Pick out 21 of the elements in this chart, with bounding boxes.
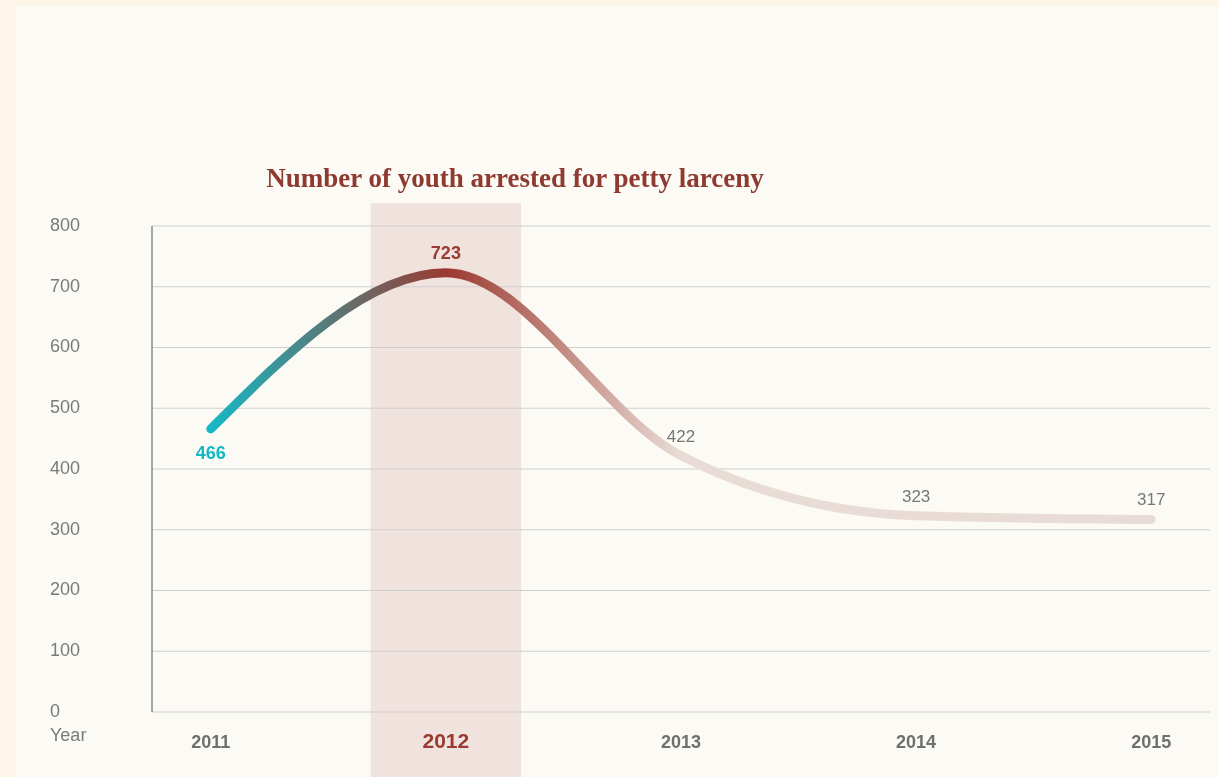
x-tick-label: 2015 (1131, 732, 1172, 752)
data-label: 317 (1137, 490, 1166, 510)
data-label: 422 (666, 426, 696, 446)
data-label: 323 (901, 486, 931, 506)
x-axis-title: Year (50, 725, 87, 745)
data-label: 723 (430, 242, 461, 263)
y-tick-label: 400 (50, 457, 81, 478)
x-tick-label: 2012 (422, 729, 470, 752)
y-tick-label: 300 (50, 518, 81, 539)
x-tick-label: 2013 (660, 732, 702, 752)
y-tick-label: 800 (50, 214, 81, 235)
y-tick-label: 700 (50, 275, 81, 296)
y-tick-label: 500 (50, 397, 81, 417)
x-tick-label: 2014 (896, 732, 937, 752)
y-tick-label: 0 (50, 700, 61, 721)
y-tick-label: 200 (50, 579, 81, 600)
chart-title: Number of youth arrested for petty larceny (266, 163, 765, 193)
data-label: 466 (195, 442, 226, 463)
y-tick-label: 600 (50, 336, 81, 357)
y-tick-label: 100 (50, 640, 81, 660)
x-tick-label: 2011 (191, 732, 231, 752)
